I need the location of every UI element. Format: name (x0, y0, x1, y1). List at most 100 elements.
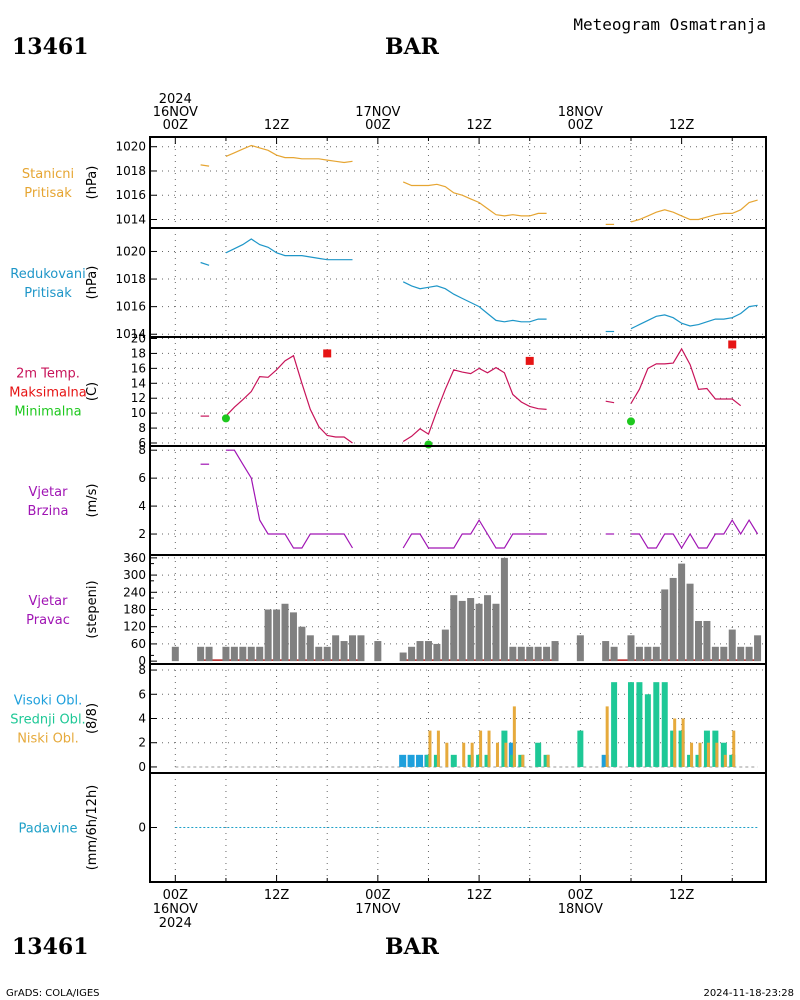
wind-direction-bar (492, 603, 500, 662)
panel-label: Vjetar (29, 485, 69, 500)
wind-direction-bar (509, 646, 517, 662)
wind-direction-bar (399, 652, 407, 662)
wind-direction-bar (661, 589, 669, 662)
wind-direction-bar (576, 635, 584, 662)
low-cloud-bar (723, 754, 727, 767)
y-tick-label: 2 (138, 736, 146, 750)
y-tick-label: 6 (138, 687, 146, 701)
wind-direction-bar (264, 609, 272, 662)
low-cloud-bar (462, 742, 466, 767)
wind-direction-bar (720, 646, 728, 662)
wind-direction-bar (357, 635, 365, 662)
temperature-line (605, 400, 615, 404)
low-cloud-bar (732, 730, 736, 767)
y-axis-unit: (hPa) (85, 266, 100, 300)
x-tick-label-top: 12Z (669, 118, 695, 133)
panel-label: Redukovani (10, 267, 85, 282)
high-cloud-bar (601, 754, 609, 767)
panel-label: Visoki Obl. (14, 694, 82, 709)
station-name-bottom: BAR (385, 934, 440, 960)
panel-label: Niski Obl. (17, 732, 79, 747)
low-cloud-bar (521, 754, 525, 767)
wind-speed-line (631, 518, 759, 550)
x-tick-label-top: 00Z (163, 118, 189, 133)
wind-direction-bar (517, 646, 525, 662)
y-tick-label: 8 (138, 421, 146, 435)
panel-frame (149, 445, 767, 556)
panel-label: Brzina (28, 504, 69, 519)
wind-direction-bar (635, 646, 643, 662)
station-pressure-line (200, 164, 210, 167)
y-tick-label: 2 (138, 527, 146, 541)
y-tick-label: 1016 (115, 300, 146, 314)
y-tick-label: 0 (138, 760, 146, 774)
mid-cloud-bar (577, 730, 584, 767)
panel-label: Srednji Obl. (10, 713, 85, 728)
x-tick-label-top: 12Z (264, 118, 290, 133)
wind-direction-bar (332, 635, 340, 662)
panel-label: Maksimalna (9, 386, 87, 401)
mid-cloud-bar (627, 682, 634, 767)
wind-direction-bar (408, 646, 416, 662)
wind-direction-bar (627, 635, 635, 662)
low-cloud-bar (495, 742, 499, 767)
y-tick-label: 60 (131, 637, 146, 651)
wind-speed-line (402, 518, 547, 549)
wind-direction-bar (424, 641, 432, 662)
panel-label: Pritisak (24, 186, 72, 201)
reduced-pressure-line (225, 238, 353, 261)
x-tick-label-bottom: 12Z (466, 888, 492, 903)
panel-label: Stanicni (22, 167, 74, 182)
wind-direction-bar (754, 635, 762, 662)
wind-direction-bar (669, 577, 677, 662)
wind-direction-bar (171, 646, 179, 662)
wind-direction-bar (652, 646, 660, 662)
wind-direction-bar (197, 646, 205, 662)
reduced-pressure-line (402, 281, 547, 323)
wind-speed-line (225, 449, 354, 549)
y-tick-label: 6 (138, 471, 146, 485)
wind-direction-bar (745, 646, 753, 662)
wind-direction-bar (205, 646, 213, 662)
station-pressure-line (630, 199, 758, 223)
wind-direction-bar (247, 646, 255, 662)
wind-direction-bar (678, 563, 686, 662)
x-tick-label-bottom: 12Z (669, 888, 695, 903)
min-temp-marker (626, 417, 635, 426)
wind-direction-bar (467, 598, 475, 662)
wind-direction-bar (441, 629, 449, 662)
panel-label: Pritisak (24, 286, 72, 301)
wind-direction-bar (526, 646, 534, 662)
wind-direction-bar (374, 641, 382, 662)
y-axis-unit: (C) (85, 382, 100, 401)
wind-direction-bar (644, 646, 652, 662)
panel-frame (149, 136, 767, 229)
x-tick-label-top: 00Z (568, 118, 594, 133)
panel-frame (149, 336, 767, 447)
reduced-pressure-line (200, 261, 210, 266)
station-pressure-line (225, 144, 353, 164)
station-name-top: BAR (385, 34, 440, 60)
wind-direction-bar (711, 646, 719, 662)
y-tick-label: 10 (131, 406, 146, 420)
y-axis-unit: (m/s) (85, 484, 100, 518)
y-axis-unit: (stepeni) (85, 580, 100, 638)
y-axis-unit: (8/8) (85, 703, 100, 734)
low-cloud-bar (706, 742, 710, 767)
meteogram-title: Meteogram Osmatranja (573, 15, 766, 34)
wind-direction-bar (230, 646, 238, 662)
temperature-line (630, 347, 742, 407)
y-tick-label: 4 (138, 499, 146, 513)
wind-direction-bar (273, 609, 281, 662)
y-tick-label: 8 (138, 663, 146, 677)
y-tick-label: 18 (131, 346, 146, 360)
panel-label: 2m Temp. (16, 367, 80, 382)
wind-direction-bar (551, 641, 559, 662)
y-tick-label: 1016 (115, 188, 146, 202)
high-cloud-bar (407, 754, 415, 767)
x-tick-label-bottom: 18NOV (558, 902, 603, 917)
wind-direction-bar (602, 641, 610, 662)
x-tick-label-top: 16NOV (153, 105, 198, 120)
mid-cloud-bar (653, 682, 660, 767)
